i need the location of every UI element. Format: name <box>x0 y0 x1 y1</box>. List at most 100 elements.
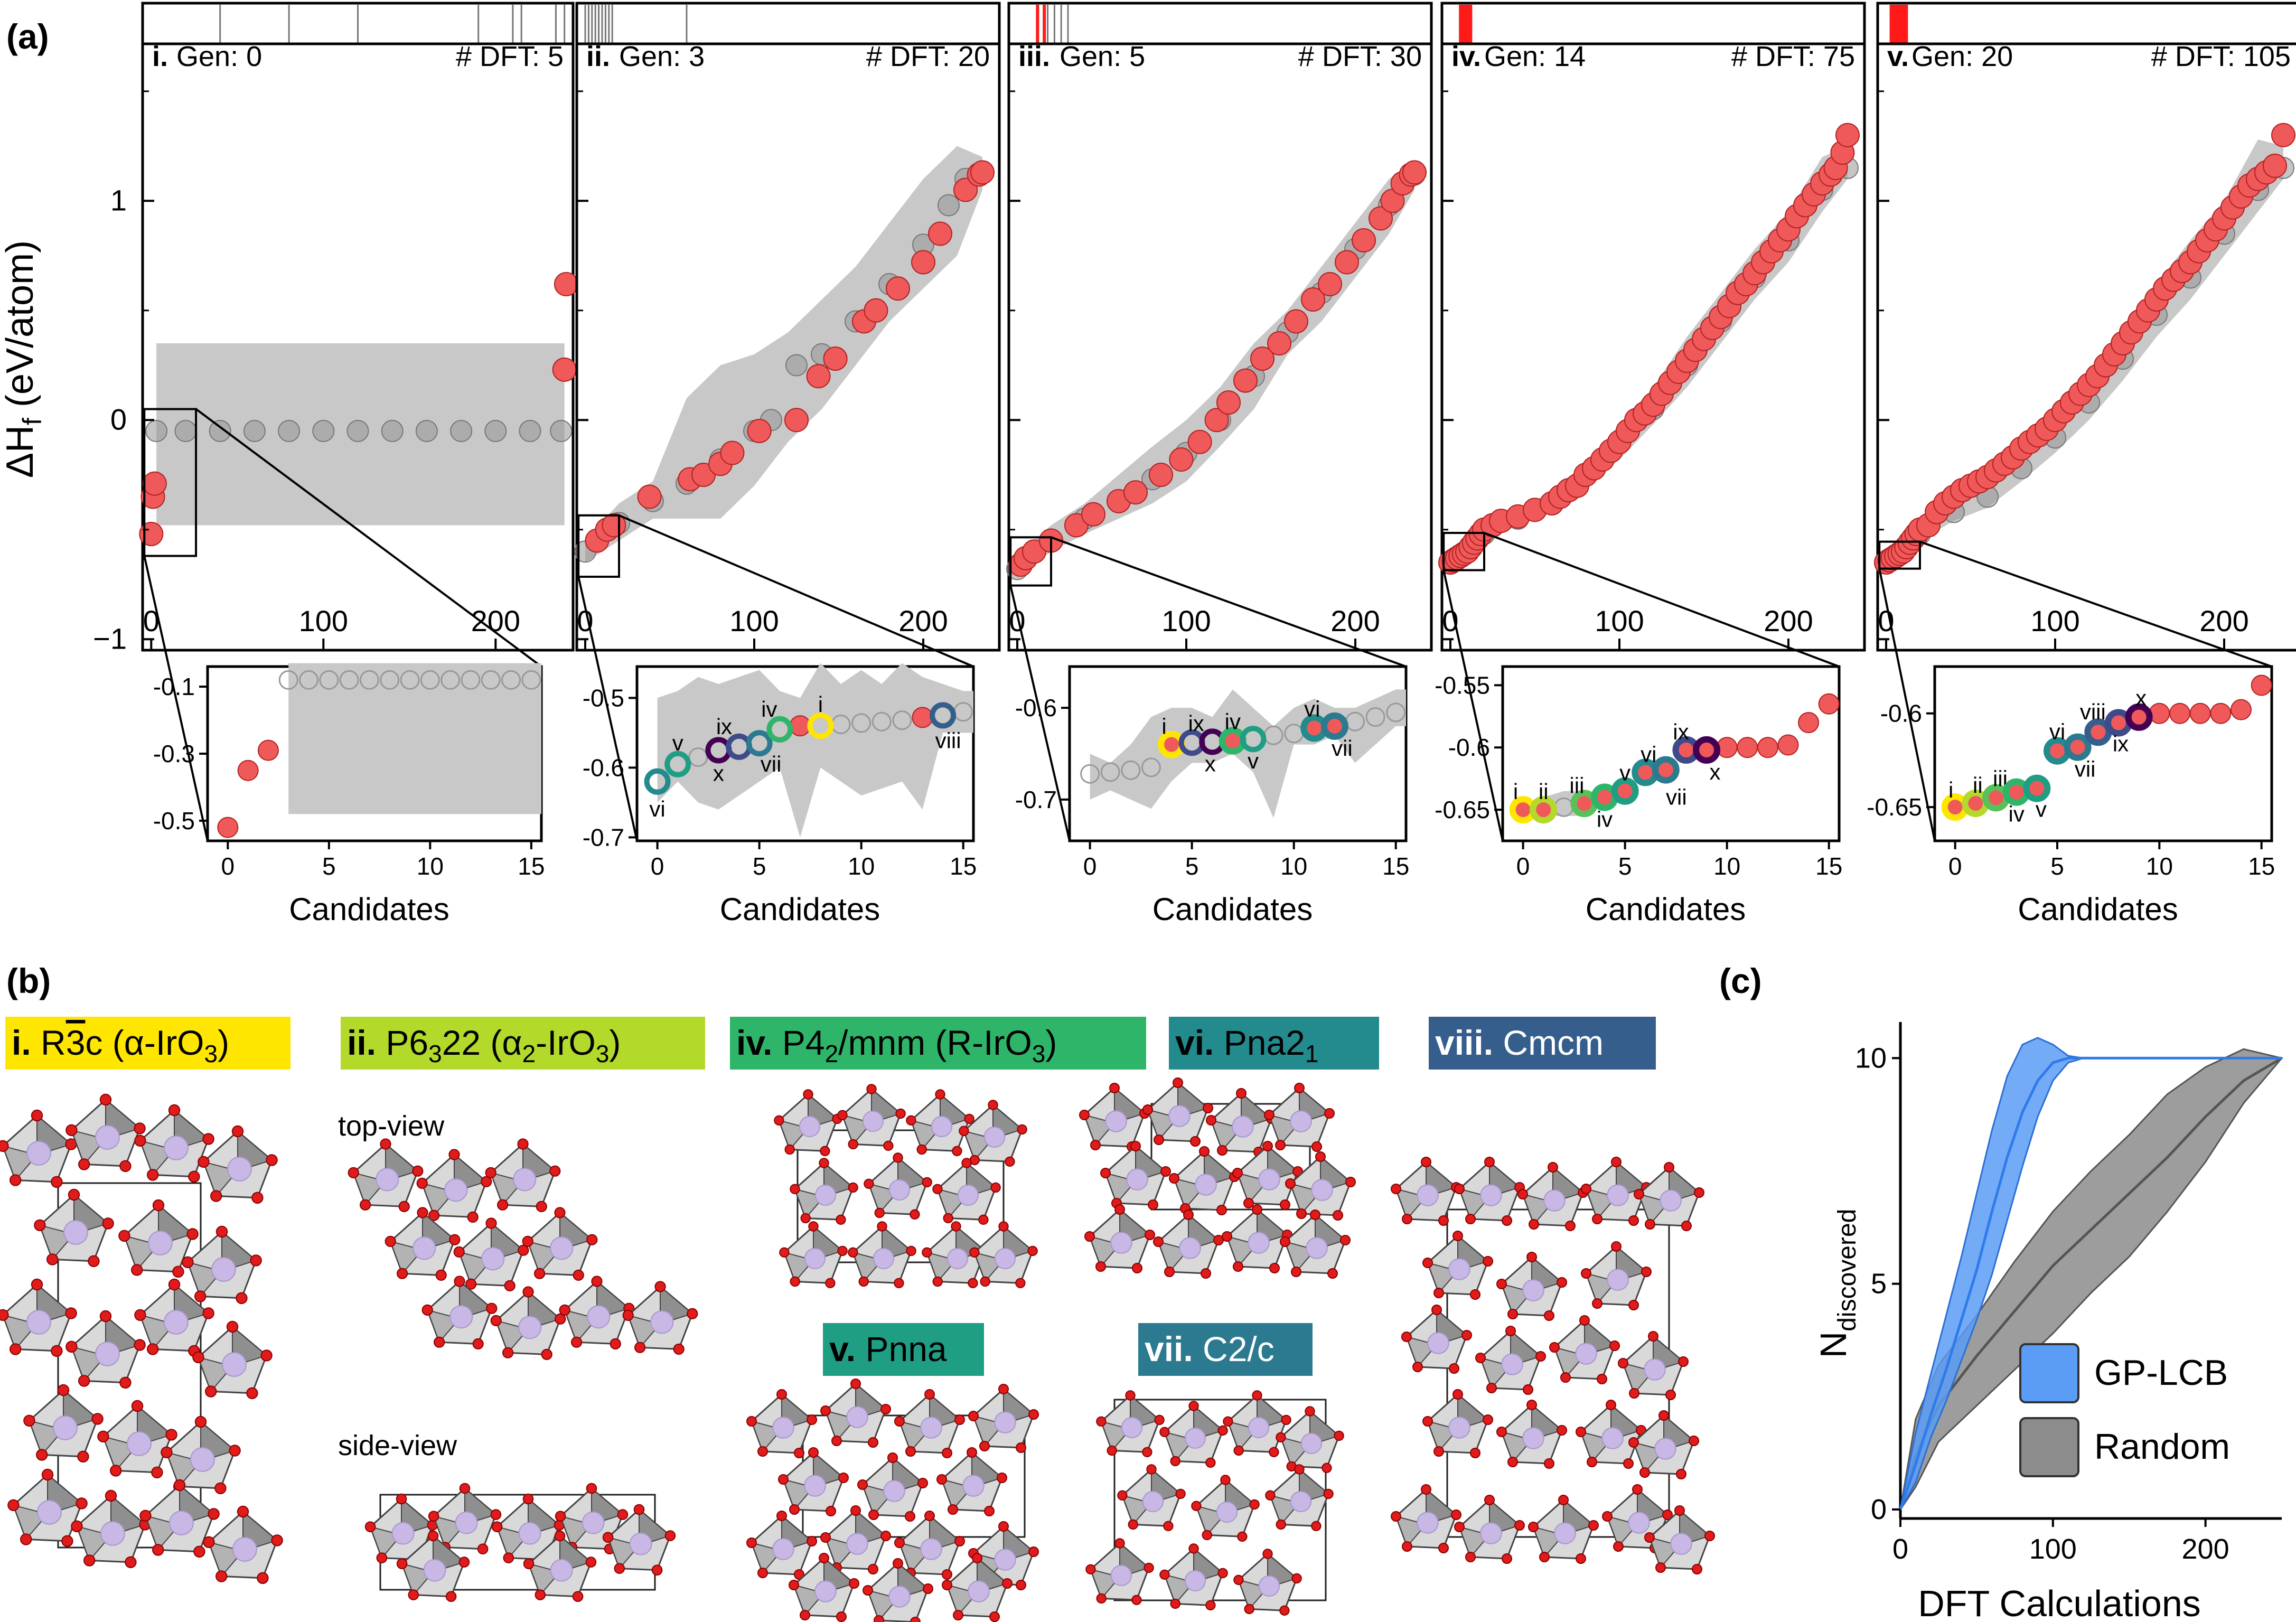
oxygen-atom <box>226 1320 239 1333</box>
oxygen-atom <box>1333 1210 1343 1221</box>
oxygen-atom <box>1539 1552 1550 1562</box>
dft-point <box>784 408 809 433</box>
iridium-atom <box>227 1156 252 1182</box>
structure-iv-image <box>774 1084 1038 1289</box>
oxygen-atom <box>1285 1178 1296 1189</box>
oxygen-atom <box>1188 1543 1199 1554</box>
oxygen-atom <box>1340 1235 1351 1245</box>
oxygen-atom <box>448 1149 460 1160</box>
iridium-atom <box>1311 1179 1333 1201</box>
oxygen-atom <box>1107 1445 1117 1456</box>
inset-x-tick-label: 15 <box>950 852 977 880</box>
card-title-prefix: iv. <box>736 1023 772 1062</box>
zoom-box <box>577 514 620 578</box>
oxygen-atom <box>969 1247 980 1258</box>
iridium-atom <box>513 1168 537 1192</box>
oxygen-atom <box>923 1583 933 1594</box>
legend-swatch-random <box>2019 1417 2079 1477</box>
structure-ii-top <box>348 1138 698 1360</box>
oxygen-atom <box>472 1338 484 1349</box>
panel-dft-count: # DFT: 20 <box>866 41 990 72</box>
oxygen-atom <box>1581 1268 1591 1279</box>
oxygen-atom <box>445 1591 457 1602</box>
rug-frame <box>1876 2 2296 46</box>
oxygen-atom <box>502 1347 514 1358</box>
candidate-x-marker <box>2125 703 2153 731</box>
oxygen-atom <box>1269 1263 1280 1273</box>
dft-point <box>1835 123 1860 147</box>
oxygen-atom <box>490 1315 502 1326</box>
oxygen-atom <box>1483 1256 1493 1267</box>
oxygen-atom <box>376 1552 388 1563</box>
gp-mean-point <box>415 420 438 443</box>
oxygen-atom <box>1645 1219 1655 1230</box>
candidate-iv-label: iv <box>1225 709 1241 734</box>
oxygen-atom <box>1311 1521 1322 1532</box>
oxygen-atom <box>1565 1221 1576 1231</box>
gp-mean-point <box>519 420 541 443</box>
inset-x-tick-label: 15 <box>518 852 545 880</box>
oxygen-atom <box>186 1228 199 1240</box>
oxygen-atom <box>1144 1562 1154 1573</box>
candidate-viii-label: viii <box>935 728 961 753</box>
inset-gp-point <box>688 747 708 767</box>
card-title: i. R3c (α-IrO3) <box>12 1023 229 1067</box>
oxygen-atom <box>868 1564 878 1574</box>
oxygen-atom <box>916 1144 927 1155</box>
oxygen-atom <box>165 1429 177 1441</box>
oxygen-atom <box>819 1553 829 1563</box>
iridium-atom <box>1654 1438 1676 1460</box>
inset-xlabel: Candidates <box>1152 892 1313 927</box>
oxygen-atom <box>1581 1184 1591 1194</box>
dft-point <box>2263 153 2287 178</box>
inset-dft-point <box>2189 702 2211 724</box>
iridium-atom <box>1195 1174 1217 1196</box>
oxygen-atom <box>194 1290 207 1302</box>
oxygen-atom <box>1558 1495 1569 1505</box>
oxygen-atom <box>41 1468 54 1481</box>
oxygen-atom <box>246 1387 258 1400</box>
x-tick-label: 100 <box>2030 604 2079 637</box>
y-tick-label: 1 <box>110 183 127 217</box>
oxygen-atom <box>905 1446 916 1457</box>
dft-point <box>1204 408 1229 433</box>
oxygen-atom <box>746 1416 757 1427</box>
oxygen-atom <box>1183 1210 1194 1220</box>
dft-point <box>886 276 910 301</box>
oxygen-atom <box>819 1158 829 1168</box>
legend: GP-LCB Random <box>2019 1343 2230 1477</box>
legend-label-gp-lcb: GP-LCB <box>2094 1353 2228 1393</box>
iridium-atom <box>1110 1232 1132 1254</box>
oxygen-atom <box>1002 1578 1013 1589</box>
inset-gp-point <box>501 670 521 690</box>
card-title-name-pre: P6 <box>376 1023 428 1062</box>
inset-y-tick-label: -0.65 <box>1435 796 1490 823</box>
rug-frame <box>1007 2 1433 46</box>
oxygen-atom <box>1216 1205 1227 1215</box>
oxygen-atom <box>808 1447 819 1458</box>
rug-frame <box>575 2 1001 46</box>
oxygen-atom <box>172 1265 184 1278</box>
x-tick-label: 0 <box>1442 604 1458 637</box>
oxygen-atom <box>848 1247 858 1258</box>
card-title-name-end: ) <box>218 1023 229 1062</box>
oxygen-atom <box>31 1278 43 1291</box>
x-tick-label: 200 <box>1764 604 1813 637</box>
oxygen-atom <box>485 1217 497 1229</box>
oxygen-atom <box>1465 1552 1476 1562</box>
y-tick-label: 0 <box>110 402 127 436</box>
panel-dft-count: # DFT: 5 <box>456 41 564 72</box>
iridium-atom <box>376 1168 399 1192</box>
inset-x-tick-label: 10 <box>848 852 875 880</box>
iridium-atom <box>1628 1512 1650 1534</box>
iridium-atom <box>1522 1279 1544 1301</box>
oxygen-atom <box>1205 1457 1216 1468</box>
oxygen-atom <box>1201 1268 1211 1279</box>
gp-mean-point <box>484 420 507 443</box>
oxygen-atom <box>458 1557 470 1568</box>
oxygen-atom <box>1173 1077 1183 1088</box>
oxygen-atom <box>1131 1595 1142 1606</box>
card-title-extra-sub: 3 <box>1032 1040 1046 1067</box>
card-title-prefix: viii. <box>1435 1023 1493 1062</box>
